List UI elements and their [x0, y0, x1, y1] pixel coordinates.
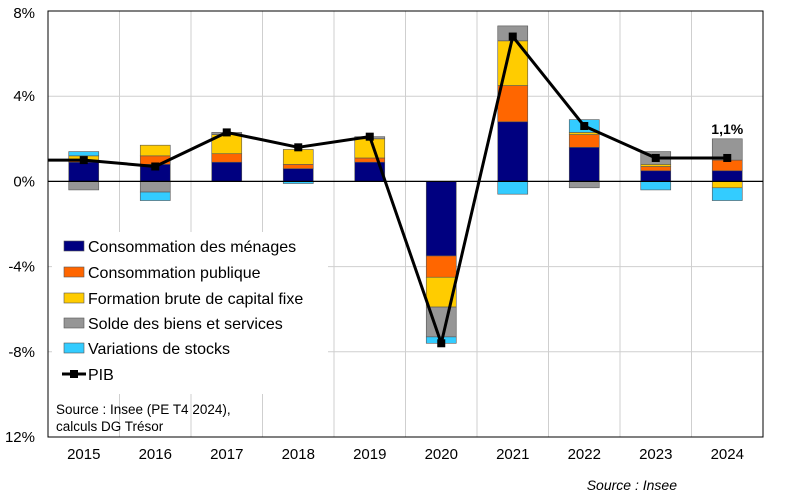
pib-marker-2017 [222, 128, 231, 137]
pib-line [48, 32, 732, 348]
y-tick-label-1: 4% [13, 88, 35, 105]
bar-2020-series-0 [425, 181, 457, 257]
source-label: Source : Insee [587, 477, 677, 493]
y-tick-label-2: 0% [13, 173, 35, 190]
y-tick-label-4: -8% [8, 344, 35, 361]
bar-2016-series-2 [139, 144, 171, 157]
bar-2021-series-1 [497, 85, 529, 123]
x-tick-label-2024: 2024 [711, 446, 744, 463]
y-axis-ticks: 8% 4% 0% -4% -8% 12% [5, 5, 35, 446]
plot-border [47, 10, 764, 438]
x-axis-ticks: 2015 2016 2017 2018 2019 2020 2021 2022 2023 2024 [67, 446, 744, 463]
y-tick-label-0: 8% [13, 5, 35, 22]
x-tick-label-2017: 2017 [210, 446, 243, 463]
pib-marker-2023 [651, 153, 660, 162]
x-tick-label-2022: 2022 [568, 446, 601, 463]
note-line-1: Source : Insee (PE T4 2024), [56, 402, 231, 417]
bar-2017-series-0 [211, 161, 243, 182]
legend: Consommation des ménages Consommation pub… [52, 232, 328, 394]
stacked-bars [68, 25, 743, 344]
x-tick-label-2016: 2016 [139, 446, 172, 463]
bar-2018-series-1 [282, 164, 314, 169]
pib-marker-2021 [508, 32, 517, 41]
pib-marker-2019 [365, 132, 374, 141]
legend-swatch-0 [63, 240, 85, 252]
source-note: Source : Insee (PE T4 2024), calculs DG … [56, 402, 231, 434]
x-tick-label-2019: 2019 [353, 446, 386, 463]
bar-2022-series-1 [568, 134, 600, 148]
bar-2020-series-1 [425, 255, 457, 278]
bar-2022-series-0 [568, 147, 600, 182]
bar-2023-series-1 [640, 166, 672, 172]
x-tick-label-2023: 2023 [639, 446, 672, 463]
bar-2021-series-0 [497, 121, 529, 182]
bar-2017-series-1 [211, 153, 243, 163]
pib-marker-2024 [723, 153, 732, 162]
bar-2015-series-3 [68, 181, 100, 191]
pib-marker-2022 [580, 122, 589, 131]
legend-pib-marker [70, 370, 78, 378]
legend-swatch-1 [63, 266, 85, 278]
bar-2021-series-4 [497, 181, 529, 195]
pib-marker-2015 [79, 156, 88, 165]
y-tick-label-5: 12% [5, 429, 35, 446]
legend-swatch-3 [63, 317, 85, 329]
bar-2019-series-1 [354, 157, 386, 163]
bar-2023-series-2 [640, 164, 672, 167]
bar-2024-series-0 [711, 170, 743, 182]
bar-2023-series-0 [640, 170, 672, 182]
legend-label-3: Solde des biens et services [88, 316, 283, 333]
annotation-2024: 1,1% [711, 121, 743, 137]
bar-2022-series-3 [568, 181, 600, 189]
x-tick-label-2021: 2021 [496, 446, 529, 463]
y-tick-label-3: -4% [8, 259, 35, 276]
legend-swatch-2 [63, 292, 85, 304]
pib-marker-2020 [437, 339, 446, 348]
legend-label-2: Formation brute de capital fixe [88, 291, 303, 308]
pib-marker-2016 [151, 162, 160, 171]
bar-2024-series-4 [711, 187, 743, 201]
bar-2019-series-2 [354, 138, 386, 159]
legend-label-pib: PIB [88, 367, 114, 384]
bar-2015-series-4 [68, 151, 100, 157]
legend-label-1: Consommation publique [88, 265, 261, 282]
x-tick-label-2020: 2020 [425, 446, 458, 463]
legend-swatch-4 [63, 342, 85, 354]
legend-label-0: Consommation des ménages [88, 239, 296, 256]
x-tick-label-2018: 2018 [282, 446, 315, 463]
bar-2023-series-4 [640, 181, 672, 191]
bar-2016-series-3 [139, 181, 171, 193]
bar-2016-series-4 [139, 191, 171, 201]
bar-2018-series-0 [282, 168, 314, 182]
legend-background [52, 232, 328, 394]
pib-marker-2018 [294, 143, 303, 152]
legend-label-4: Variations de stocks [88, 341, 230, 358]
bar-2022-series-2 [568, 132, 600, 135]
bar-2018-series-2 [282, 149, 314, 165]
x-tick-label-2015: 2015 [67, 446, 100, 463]
bar-2024-series-2 [711, 181, 743, 189]
bar-2015-series-0 [68, 161, 100, 182]
note-line-2: calculs DG Trésor [56, 419, 164, 434]
